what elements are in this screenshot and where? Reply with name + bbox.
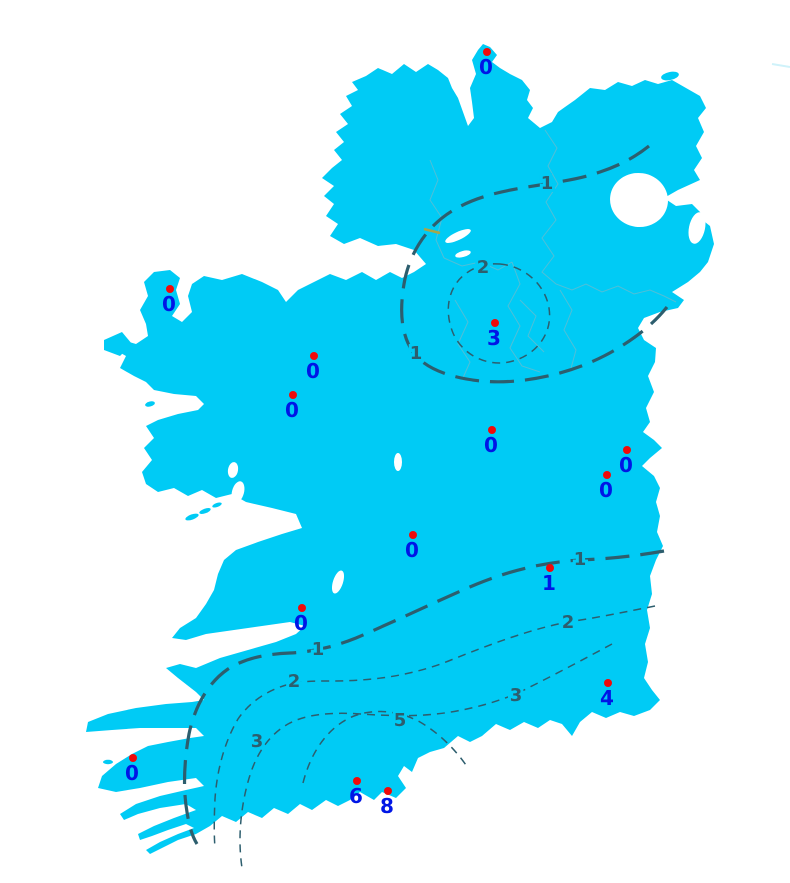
station-value-1: 0 [162, 292, 176, 316]
lough-derg [331, 570, 345, 594]
lough-mask [227, 462, 239, 478]
station-dot-1 [166, 285, 174, 293]
border-1 [429, 159, 445, 259]
border-6 [519, 299, 545, 353]
station-value-12: 0 [125, 761, 139, 785]
ireland-coastline [86, 44, 714, 854]
station-dot-13 [353, 777, 361, 785]
station-dot-6 [623, 446, 631, 454]
isoline-label-3-1: 3 [251, 731, 264, 752]
station-value-7: 0 [599, 478, 613, 502]
valentia-islet [103, 759, 113, 765]
border-3 [454, 299, 471, 381]
isoline-label-2-1: 2 [288, 671, 301, 692]
county-borders-layer [429, 129, 677, 381]
lough-ree [394, 453, 402, 471]
border-ni [541, 129, 677, 303]
achill-island [104, 332, 132, 356]
station-value-0: 0 [479, 55, 493, 79]
lough-neagh [610, 172, 668, 228]
light-dash-artifact [771, 63, 790, 68]
station-value-8: 0 [405, 538, 419, 562]
border-2 [443, 257, 513, 271]
clare-island [145, 401, 155, 407]
station-dot-12 [129, 754, 137, 762]
station-value-2: 0 [306, 359, 320, 383]
rathlin-island [661, 71, 679, 81]
station-value-6: 0 [619, 453, 633, 477]
border-5 [559, 289, 577, 373]
station-value-13: 6 [349, 784, 363, 808]
station-dot-14 [384, 787, 392, 795]
artifacts-layer [423, 63, 790, 235]
station-dot-9 [546, 564, 554, 572]
isoline-label-2-0: 2 [562, 612, 575, 633]
aran-island-3 [212, 502, 222, 508]
station-dot-5 [488, 426, 496, 434]
station-dot-2 [310, 352, 318, 360]
station-dot-4 [491, 319, 499, 327]
station-dot-7 [603, 471, 611, 479]
isoline-level-2-1 [447, 263, 551, 364]
isoline-level-2-3 [213, 605, 656, 849]
isoline-level-1-2 [182, 549, 665, 845]
station-value-9: 1 [542, 571, 556, 595]
isoline-level-1-0 [400, 144, 669, 384]
isoline-label-1-1: 1 [410, 343, 423, 364]
station-dot-10 [298, 604, 306, 612]
strangford-lough [688, 212, 706, 244]
landmass-layer [86, 44, 714, 854]
isoline-level-5-5 [302, 710, 469, 784]
lough-erne-upper [455, 250, 471, 258]
station-value-11: 4 [600, 686, 614, 710]
isoline-label-1-0: 1 [541, 173, 554, 194]
aran-island-2 [199, 508, 211, 514]
lough-erne-lower [445, 229, 471, 243]
station-value-3: 0 [285, 398, 299, 422]
isoline-label-5-0: 5 [394, 710, 407, 731]
station-dot-0 [483, 48, 491, 56]
isoline-label-2-0: 2 [477, 257, 490, 278]
isoline-label-3-0: 3 [510, 685, 523, 706]
olive-dash-artifact [423, 227, 441, 235]
isoline-label-1-0: 1 [574, 549, 587, 570]
station-dot-11 [604, 679, 612, 687]
lakes-layer [227, 172, 706, 594]
lough-corrib [231, 481, 245, 503]
isoline-label-1-1: 1 [312, 639, 325, 660]
station-value-4: 3 [487, 326, 501, 350]
border-4 [507, 261, 541, 373]
station-value-5: 0 [484, 433, 498, 457]
aran-island-1 [185, 513, 199, 521]
station-dot-8 [409, 531, 417, 539]
station-value-14: 8 [380, 794, 394, 818]
station-dot-3 [289, 391, 297, 399]
station-value-10: 0 [294, 611, 308, 635]
